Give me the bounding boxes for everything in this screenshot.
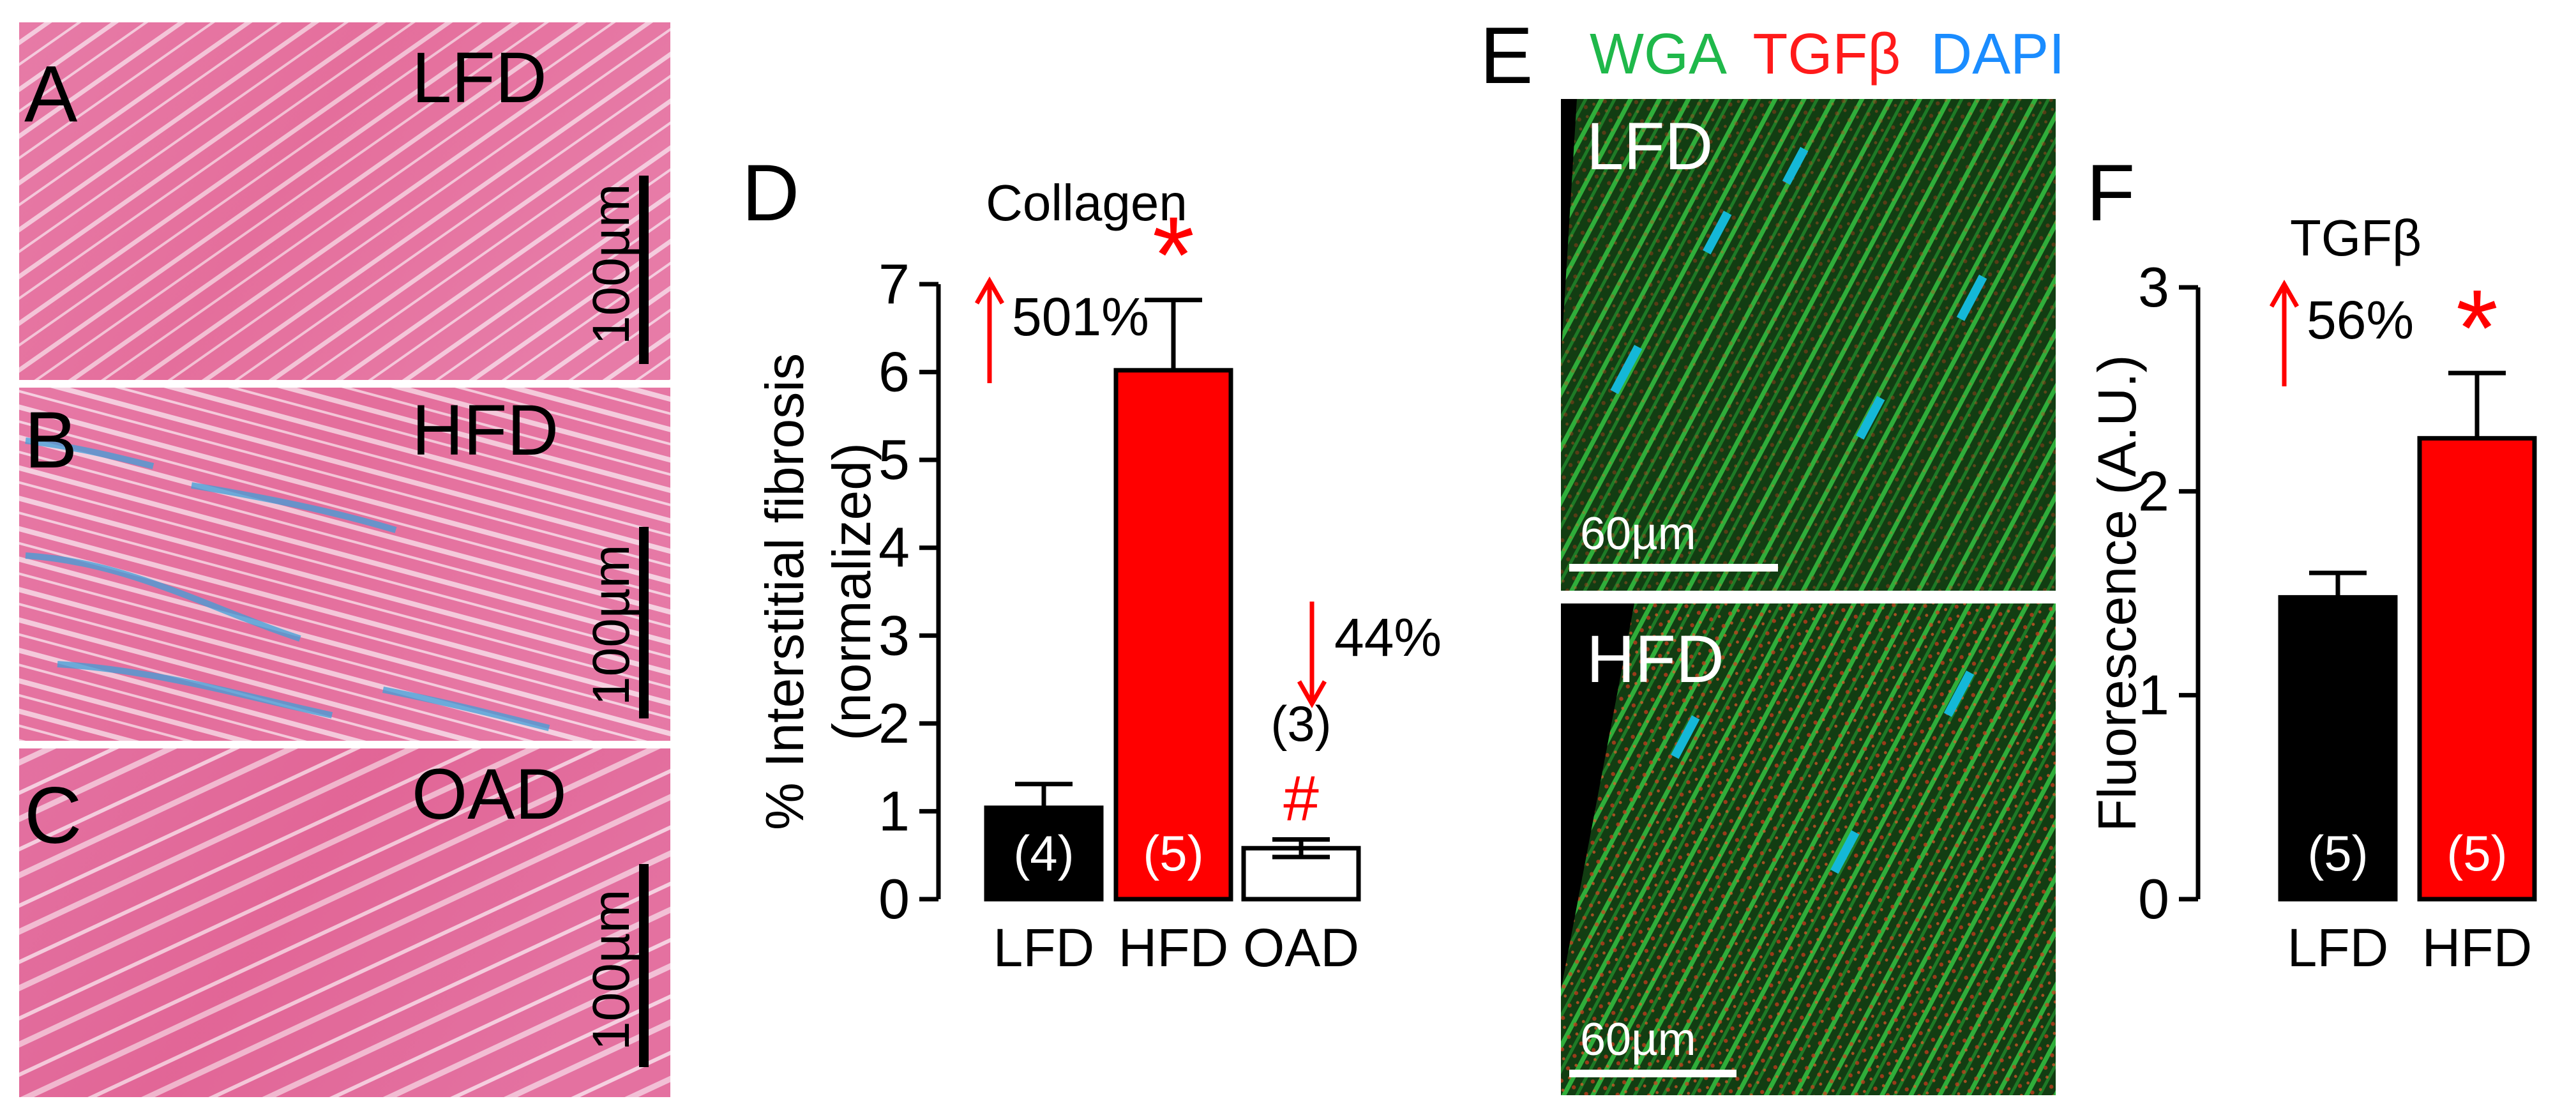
y-tick-label: 2 (2138, 459, 2169, 522)
dark-corner (1561, 603, 1634, 990)
histology-overlay (19, 748, 670, 1097)
x-tick-label: OAD (1243, 918, 1359, 978)
scale-bar-e-bottom (1569, 1070, 1736, 1077)
panel-c: C OAD 100µm (19, 748, 670, 1097)
bar-lfd (984, 805, 1104, 902)
panel-a: A LFD 100µm (19, 22, 670, 380)
panel-letter-b: B (24, 396, 77, 485)
panel-letter-d: D (742, 149, 799, 238)
scale-bar-a (639, 176, 649, 364)
chart-title: TGFβ (2290, 209, 2422, 266)
y-tick-label: 5 (878, 428, 910, 491)
y-tick-label: 0 (878, 867, 910, 930)
x-tick-label: LFD (2287, 918, 2389, 978)
n-label: (4) (1013, 825, 1074, 881)
arrowhead-icon (974, 276, 1005, 305)
image-label-hfd: HFD (1586, 622, 1724, 697)
stain-wga: WGA (1590, 22, 1727, 86)
stain-legend: WGA TGFβ DAPI (1590, 22, 2065, 86)
significance-mark: * (1152, 195, 1194, 316)
y-tick-label: 1 (2138, 664, 2169, 727)
y-tick-label: 3 (878, 603, 910, 667)
y-tick-label: 0 (2138, 867, 2169, 930)
nuclei (1610, 147, 1987, 440)
scale-label-a: 100µm (582, 184, 640, 345)
arrowhead-icon (2269, 279, 2300, 308)
n-label: (5) (2446, 825, 2507, 881)
panel-letter-f: F (2086, 149, 2135, 238)
percent-change: 501% (1012, 287, 1149, 347)
stain-tgfb: TGFβ (1752, 22, 1901, 86)
panel-e: E WGA TGFβ DAPI LFD 60µm HFD 60µm (1480, 11, 2065, 1095)
panel-b: B HFD 100µm (19, 388, 670, 741)
chart-tgfb: 0 1 2 3 Fluorescence (A.U.) TGFβ LFD (5) HFD (5) *… (2087, 209, 2537, 978)
scale-label-e-bottom: 60µm (1580, 1014, 1696, 1065)
histology-overlay (19, 22, 670, 380)
chart-collagen: 0 1 2 3 4 5 6 7 % Interstitial fibrosis (normaliz… (755, 174, 1442, 978)
x-tick-label: HFD (2422, 918, 2533, 978)
scale-label-b: 100µm (582, 545, 640, 706)
panel-letter-c: C (24, 771, 82, 860)
percent-change: 44% (1334, 607, 1442, 667)
y-tick-label: 2 (878, 692, 910, 755)
significance-mark: * (2456, 268, 2498, 389)
histology-overlay (19, 388, 670, 741)
nuclei (1671, 671, 1975, 874)
y-tick-label: 7 (878, 252, 910, 315)
x-tick-label: LFD (993, 918, 1095, 978)
y-axis-label: (normalized) (822, 443, 882, 741)
stain-dapi: DAPI (1931, 22, 2065, 86)
scale-bar-b (639, 527, 649, 718)
fluorescence-red-signal (1561, 603, 2056, 1095)
y-tick-label: 6 (878, 340, 910, 404)
significance-mark: # (1283, 762, 1319, 834)
scale-label-e-top: 60µm (1580, 508, 1696, 559)
y-tick-label: 3 (2138, 255, 2169, 319)
scale-bar-e-top (1569, 564, 1778, 572)
bar-hfd (1113, 368, 1233, 902)
n-label: (5) (2307, 825, 2368, 881)
x-tick-label: HFD (1119, 918, 1229, 978)
panel-b-diet-label: HFD (412, 390, 559, 470)
dark-corner (1561, 99, 1577, 358)
panel-letter-e: E (1480, 11, 1533, 100)
fluorescence-red-signal (1561, 99, 2056, 591)
panel-c-diet-label: OAD (412, 754, 567, 834)
chart-title: Collagen (986, 174, 1187, 231)
y-axis-label: % Interstitial fibrosis (755, 353, 815, 830)
image-label-lfd: LFD (1586, 109, 1713, 184)
n-label: (3) (1270, 695, 1331, 752)
panel-a-diet-label: LFD (412, 38, 547, 118)
bar-hfd (2417, 436, 2537, 902)
collagen-deposits (25, 437, 550, 731)
n-label: (5) (1143, 825, 1203, 881)
arrowhead-icon (1297, 680, 1327, 709)
percent-change: 56% (2307, 290, 2414, 350)
panel-letter-a: A (24, 50, 78, 139)
y-tick-label: 1 (878, 779, 910, 842)
scale-bar-c (639, 864, 649, 1067)
y-tick-label: 4 (878, 516, 910, 579)
scale-label-c: 100µm (582, 890, 640, 1051)
y-axis-label: Fluorescence (A.U.) (2087, 355, 2147, 832)
